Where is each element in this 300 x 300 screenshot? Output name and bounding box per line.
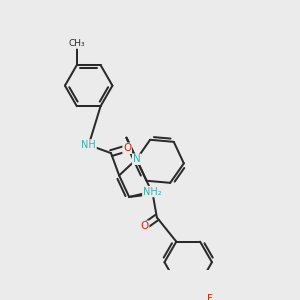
- Text: N: N: [133, 154, 140, 164]
- Text: NH₂: NH₂: [143, 187, 161, 196]
- Text: F: F: [207, 294, 212, 300]
- Text: NH: NH: [81, 140, 96, 150]
- Text: O: O: [140, 221, 149, 231]
- Text: CH₃: CH₃: [68, 39, 85, 48]
- Text: O: O: [123, 143, 131, 153]
